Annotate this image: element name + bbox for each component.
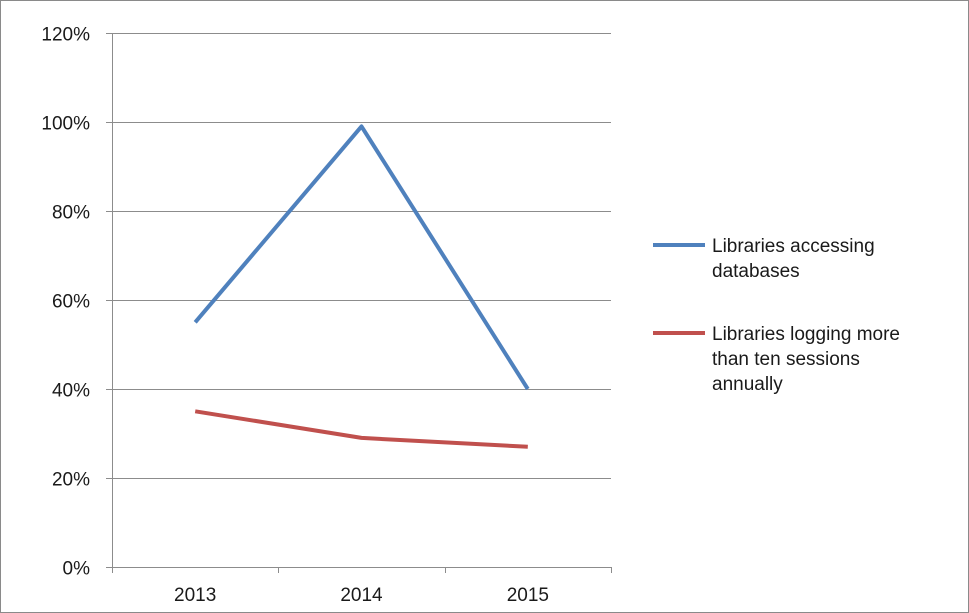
legend-label: Libraries accessing — [712, 236, 875, 257]
gridlines — [112, 33, 611, 479]
legend-label: Libraries logging more — [712, 324, 900, 345]
legend: Libraries accessing databases Libraries lo… — [653, 236, 900, 395]
data-point — [193, 409, 197, 413]
series-line — [194, 409, 528, 449]
data-point — [526, 387, 530, 391]
y-tick-label: 100% — [41, 114, 90, 135]
y-tick-label: 20% — [52, 470, 90, 491]
y-axis-tick-labels: 0% 20% 40% 60% 80% 100% 120% — [41, 25, 90, 580]
legend-label: annually — [712, 374, 783, 395]
y-tick-label: 120% — [41, 25, 90, 46]
y-tick-label: 0% — [63, 559, 91, 580]
axes — [106, 33, 612, 573]
legend-label: than ten sessions — [712, 349, 860, 370]
data-point — [193, 320, 197, 324]
legend-label: databases — [712, 261, 800, 282]
data-point — [360, 436, 364, 440]
data-point — [360, 124, 364, 128]
y-tick-label: 80% — [52, 203, 90, 224]
series-lines — [193, 124, 530, 449]
series-line — [193, 124, 530, 391]
y-tick-label: 60% — [52, 292, 90, 313]
x-tick-label: 2014 — [340, 585, 383, 606]
x-tick-label: 2013 — [174, 585, 216, 606]
data-point — [526, 445, 530, 449]
x-tick-label: 2015 — [507, 585, 549, 606]
x-axis-tick-labels: 2013 2014 2015 — [174, 585, 549, 606]
y-tick-label: 40% — [52, 381, 90, 402]
